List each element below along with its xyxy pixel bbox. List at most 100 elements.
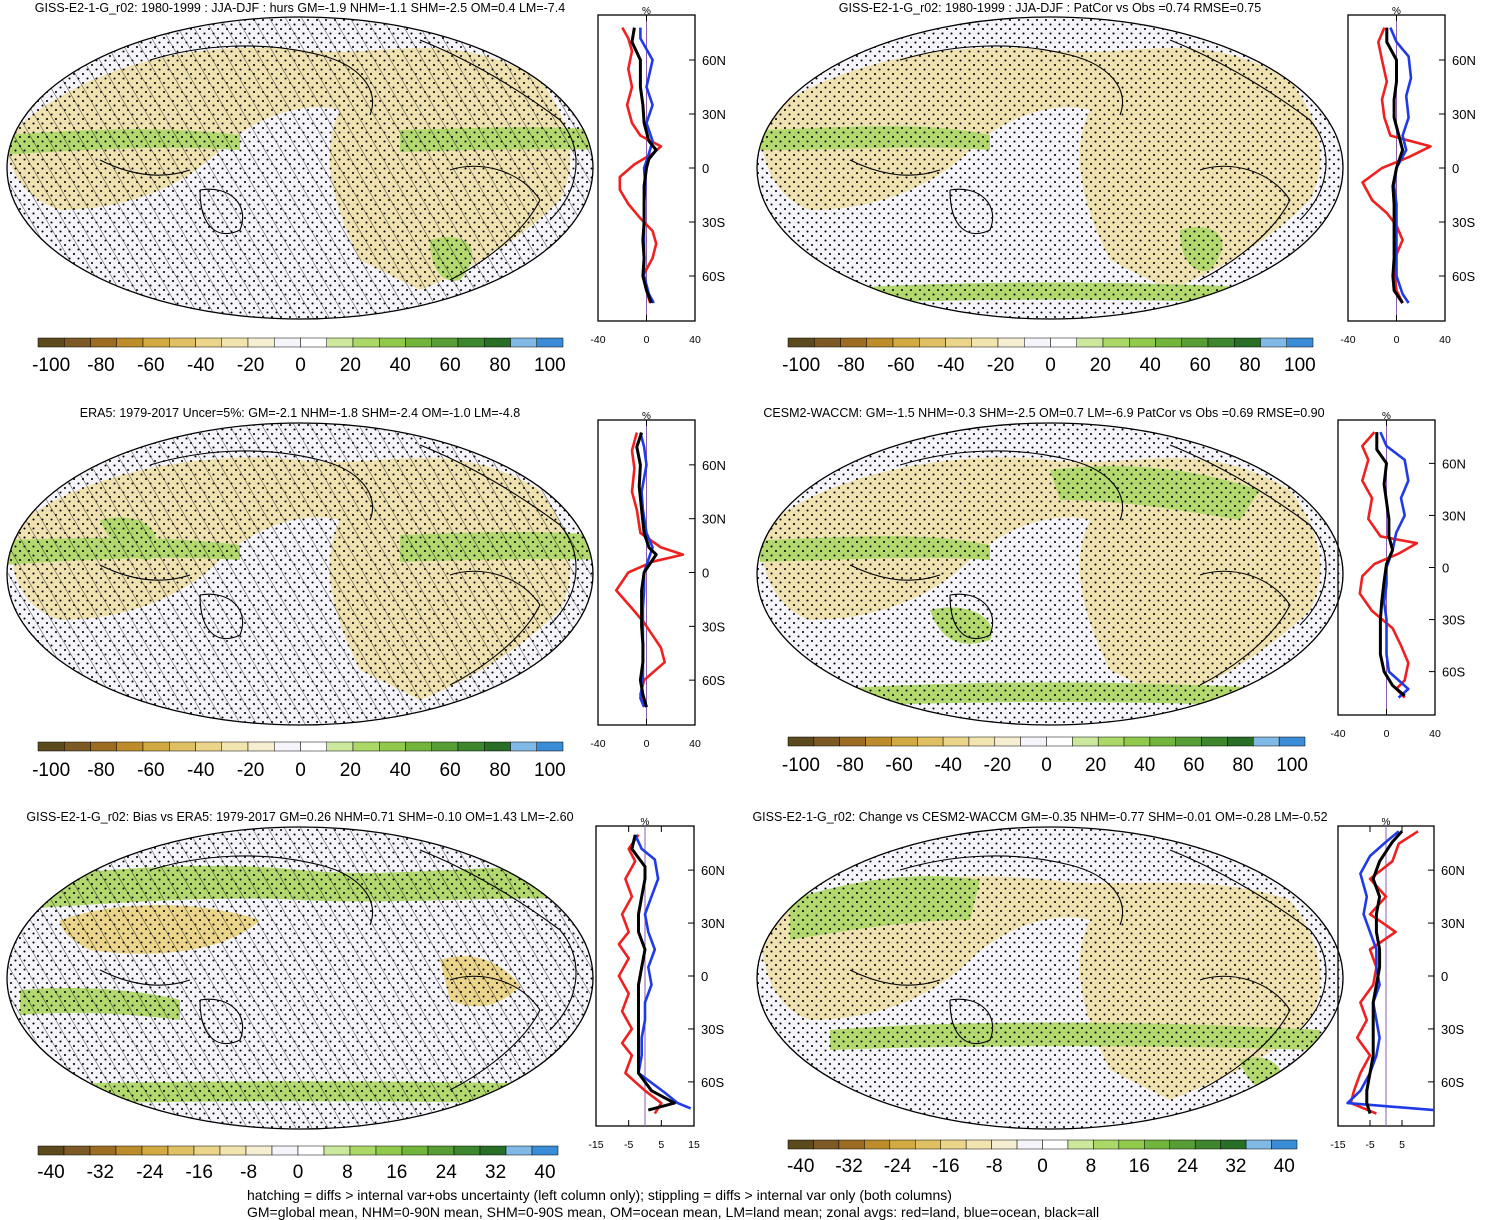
panel-5-colorbar-swatch	[453, 1145, 481, 1156]
panel-4-zonal-x-label: -40	[1330, 728, 1345, 740]
panel-1-colorbar-swatch	[431, 337, 459, 348]
panel-3-colorbar-swatch	[352, 741, 380, 752]
panel-5-colorbar: -40 -32 -24 -16 -8 0 8 16 24 32 40	[37, 1145, 559, 1183]
panel-2-colorbar-swatch	[1129, 337, 1156, 348]
panel-4-colorbar-label: 80	[1232, 755, 1253, 776]
panel-5-colorbar-swatch	[63, 1145, 91, 1156]
panel-4-colorbar-swatch	[1227, 736, 1254, 747]
panel-3-colorbar-swatch	[484, 741, 511, 752]
panel-3-zonal-lat-label: 30N	[702, 512, 726, 527]
panel-2-colorbar-label: -20	[987, 355, 1014, 376]
panel-5-colorbar-swatch	[141, 1145, 169, 1156]
panel-3-zonal-all-line	[635, 432, 658, 708]
panel-4: CESM2-WACCM: GM=-1.5 NHM=-0.3 SHM=-2.5 O…	[756, 406, 1466, 776]
panel-4-zonal-land-line	[1358, 431, 1419, 699]
panel-5-colorbar-swatch	[115, 1145, 143, 1156]
panel-2-colorbar-label: 100	[1284, 355, 1316, 376]
panel-6-zonal-x-label: -5	[1365, 1139, 1374, 1151]
panel-2-colorbar-label: 40	[1140, 355, 1161, 376]
panel-5-zonal-ocean-line	[634, 834, 692, 1110]
panel-2-colorbar-swatch	[1234, 337, 1261, 348]
panel-2-zonal-lat-label: 30N	[1452, 107, 1476, 122]
panel-2-colorbar-swatch	[971, 337, 999, 348]
panel-1-colorbar-swatch	[457, 337, 485, 348]
panel-1-colorbar-swatch	[300, 337, 327, 348]
panel-6-colorbar-swatch	[991, 1139, 1018, 1150]
panel-1-colorbar-swatch	[326, 337, 354, 348]
panel-3-zonal: 60N 30N 0 30S 60S -40 0 40%	[590, 411, 725, 750]
panel-5-colorbar-label: 0	[293, 1162, 304, 1183]
panel-5-colorbar-label: 24	[436, 1162, 458, 1183]
panel-6-colorbar-label: 24	[1177, 1156, 1199, 1177]
panel-1-map	[7, 17, 593, 319]
panel-5-colorbar-swatch	[245, 1145, 273, 1156]
panel-6-colorbar-label: -32	[835, 1156, 862, 1177]
panel-6-zonal-lat-label: 30N	[1441, 916, 1465, 931]
panel-3-colorbar-swatch	[169, 741, 196, 752]
panel-6-colorbar-label: -24	[884, 1156, 912, 1177]
panel-5-colorbar-swatch	[37, 1145, 65, 1156]
panel-2-colorbar-label: -40	[937, 355, 964, 376]
panel-5-zonal-lat-label: 30S	[701, 1022, 724, 1037]
panel-1-zonal-lat-label: 30S	[702, 215, 725, 230]
panel-4-colorbar-swatch	[994, 736, 1021, 747]
panel-6: GISS-E2-1-G_r02: Change vs CESM2-WACCM G…	[752, 810, 1465, 1177]
panel-3-colorbar-label: 60	[440, 760, 461, 781]
panel-2-colorbar-label: -80	[837, 355, 864, 376]
panel-2-zonal-x-label: -40	[1340, 334, 1355, 346]
panel-6-colorbar-swatch	[1169, 1139, 1196, 1150]
panel-3-colorbar-swatch	[221, 741, 249, 752]
panel-6-zonal-all-line	[1365, 830, 1404, 1115]
panel-6-colorbar-label: -40	[787, 1156, 814, 1177]
panel-4-colorbar-swatch	[1201, 736, 1228, 747]
panel-3-colorbar-swatch	[247, 741, 275, 752]
panel-2-colorbar-swatch	[1050, 337, 1077, 348]
panel-5-colorbar-swatch	[505, 1145, 533, 1156]
panel-1-colorbar-swatch	[247, 337, 275, 348]
panel-1-colorbar-label: -20	[237, 355, 264, 376]
panel-4-colorbar-label: 20	[1085, 755, 1106, 776]
panel-5-colorbar-swatch	[531, 1145, 559, 1156]
panel-6-title: GISS-E2-1-G_r02: Change vs CESM2-WACCM G…	[752, 810, 1327, 824]
panel-4-zonal-x-label: 0	[1384, 728, 1390, 740]
panel-3: ERA5: 1979-2017 Uncer=5%: GM=-2.1 NHM=-1…	[6, 406, 726, 781]
panel-2-zonal-unit-label: %	[1392, 6, 1401, 17]
panel-6-colorbar-swatch	[1194, 1139, 1221, 1150]
panel-3-colorbar-swatch	[326, 741, 354, 752]
panel-6-colorbar-label: 0	[1037, 1156, 1048, 1177]
panel-3-colorbar-swatch	[37, 741, 65, 752]
panel-5-zonal-lat-label: 30N	[701, 916, 725, 931]
panel-2-colorbar-label: -100	[782, 355, 820, 376]
panel-3-colorbar-swatch	[536, 741, 564, 752]
panel-2-colorbar-swatch	[1102, 337, 1130, 348]
panel-6-stippling	[757, 827, 1343, 1129]
panel-1-colorbar-label: 20	[340, 355, 361, 376]
panel-1-colorbar-swatch	[64, 337, 91, 348]
panel-4-colorbar-swatch	[787, 736, 815, 747]
panel-3-zonal-lat-label: 30S	[702, 619, 725, 634]
panel-5-colorbar-label: -24	[136, 1162, 164, 1183]
panel-3-colorbar-label: 0	[295, 760, 306, 781]
panel-1-map-border	[6, 16, 594, 320]
panel-1-colorbar-label: -100	[32, 355, 70, 376]
panel-3-colorbar-swatch	[274, 741, 301, 752]
panel-5-zonal-lat-label: 0	[701, 969, 708, 984]
panel-2-map	[757, 17, 1343, 319]
panel-1-zonal: 60N 30N 0 30S 60S -40 0 40%	[590, 6, 725, 346]
panel-2-colorbar-swatch	[814, 337, 841, 348]
panel-6-map-border	[756, 826, 1344, 1130]
panel-6-colorbar-label: 8	[1086, 1156, 1097, 1177]
footer-note-hatching: hatching = diffs > internal var+obs unce…	[247, 1187, 952, 1203]
panel-5-colorbar-swatch	[401, 1145, 429, 1156]
panel-4-colorbar-swatch	[942, 736, 970, 747]
panel-4-colorbar-swatch	[1175, 736, 1202, 747]
panel-1-colorbar-label: -80	[87, 355, 114, 376]
panel-1-colorbar-swatch	[221, 337, 249, 348]
panel-1-colorbar-swatch	[352, 337, 380, 348]
panel-4-colorbar-label: -100	[782, 755, 820, 776]
panel-2-zonal-lat-label: 0	[1452, 161, 1459, 176]
panel-4-colorbar-swatch	[813, 736, 840, 747]
panel-1-colorbar-label: 80	[489, 355, 510, 376]
panel-5-colorbar-swatch	[89, 1145, 117, 1156]
panel-5-zonal-x-label: -15	[588, 1139, 603, 1151]
